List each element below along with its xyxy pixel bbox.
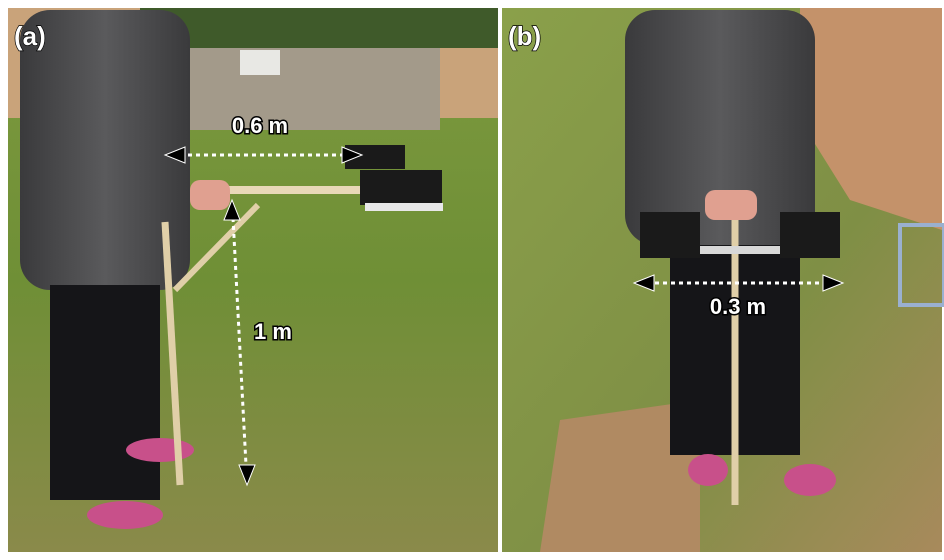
shoe [688,454,728,486]
trees [140,8,498,48]
figure: (a) 0.6 m 1 m (b) 0.3 m [0,0,944,560]
hands [190,180,230,210]
annotation: 0.6 m [232,113,288,138]
fence [150,48,440,130]
panel-b: (b) 0.3 m [502,8,944,552]
tray [640,212,700,258]
panel-label: (b) [508,21,541,51]
shoe [87,501,163,529]
shoe [126,438,194,462]
tray [360,170,442,205]
annotation: 0.3 m [710,294,766,319]
pants [50,285,160,500]
tank [240,50,280,75]
shoe [784,464,836,496]
panel-a: (a) 0.6 m 1 m [8,8,498,552]
hands [705,190,757,220]
tray-base [365,203,443,211]
panel-label: (a) [14,21,46,51]
tray [780,212,840,258]
annotation: 1 m [254,319,292,344]
